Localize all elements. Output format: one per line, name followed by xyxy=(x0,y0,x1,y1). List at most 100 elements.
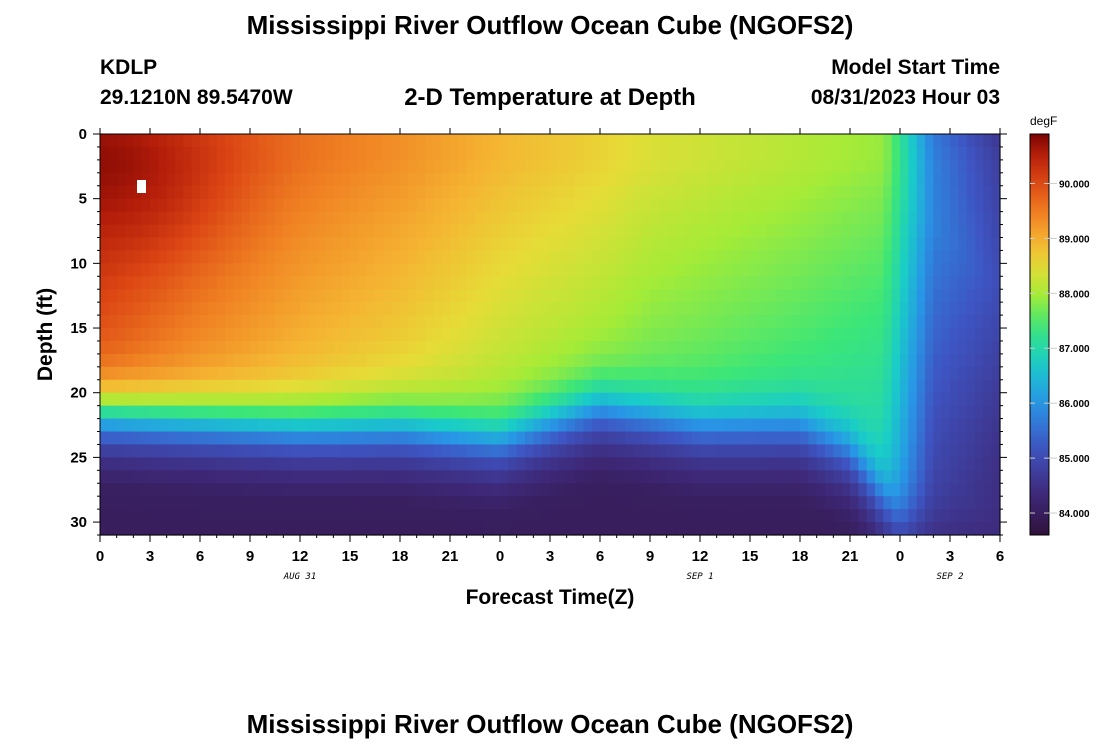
heatmap-cell xyxy=(925,302,934,316)
heatmap-cell xyxy=(325,353,334,368)
heatmap-cell xyxy=(550,353,559,368)
heatmap-cell xyxy=(325,379,334,394)
heatmap-cell xyxy=(691,444,701,458)
heatmap-cell xyxy=(275,405,284,420)
heatmap-cell xyxy=(825,224,834,239)
heatmap-cell xyxy=(125,444,134,458)
heatmap-cell xyxy=(483,366,493,381)
heatmap-cell xyxy=(300,185,309,200)
heatmap-cell xyxy=(191,172,201,187)
model-start-label: Model Start Time xyxy=(831,56,1000,79)
heatmap-cell xyxy=(533,444,543,458)
heatmap-cell xyxy=(750,146,759,161)
heatmap-cell xyxy=(708,470,718,484)
heatmap-cell xyxy=(791,340,801,355)
heatmap-cell xyxy=(725,496,734,510)
heatmap-cell xyxy=(225,224,234,239)
heatmap-cell xyxy=(583,418,593,433)
heatmap-cell xyxy=(850,289,859,303)
heatmap-cell xyxy=(241,379,251,394)
heatmap-cell xyxy=(916,392,926,407)
heatmap-cell xyxy=(691,172,701,187)
heatmap-cell xyxy=(441,444,451,458)
heatmap-cell xyxy=(941,431,951,446)
heatmap-cell xyxy=(808,224,818,239)
heatmap-cell xyxy=(750,340,759,355)
heatmap-cell xyxy=(283,172,293,187)
heatmap-cell xyxy=(708,328,718,342)
heatmap-cell xyxy=(783,444,793,458)
heatmap-cell xyxy=(891,509,901,523)
heatmap-cell xyxy=(258,392,268,407)
heatmap-cell xyxy=(875,237,884,252)
heatmap-cell xyxy=(616,198,626,213)
heatmap-cell xyxy=(533,185,543,200)
heatmap-cell xyxy=(683,134,693,148)
heatmap-cell xyxy=(566,366,576,381)
heatmap-cell xyxy=(983,198,993,213)
heatmap-cell xyxy=(916,353,926,368)
heatmap-cell xyxy=(683,392,693,407)
heatmap-cell xyxy=(966,237,976,252)
heatmap-cell xyxy=(933,353,943,368)
heatmap-cell xyxy=(141,509,151,523)
heatmap-cell xyxy=(358,431,368,446)
heatmap-cell xyxy=(633,353,643,368)
colorbar-gradient xyxy=(1029,133,1050,536)
heatmap-cell xyxy=(241,496,251,510)
heatmap-cell xyxy=(358,159,368,174)
heatmap-cell xyxy=(591,250,601,264)
heatmap-cell xyxy=(533,509,543,523)
heatmap-cell xyxy=(741,457,751,471)
heatmap-cell xyxy=(233,211,243,226)
heatmap-cell xyxy=(308,250,318,264)
heatmap-cell xyxy=(183,353,193,368)
heatmap-cell xyxy=(466,496,476,510)
heatmap-cell xyxy=(483,289,493,303)
heatmap-cell xyxy=(125,418,134,433)
heatmap-cell xyxy=(900,470,909,484)
heatmap-cell xyxy=(700,444,709,458)
heatmap-cell xyxy=(475,237,484,252)
heatmap-cell xyxy=(883,134,893,148)
heatmap-cell xyxy=(283,159,293,174)
heatmap-cell xyxy=(708,509,718,523)
heatmap-cell xyxy=(158,431,168,446)
heatmap-cell xyxy=(383,444,393,458)
heatmap-cell xyxy=(300,392,309,407)
heatmap-cell xyxy=(241,340,251,355)
heatmap-cell xyxy=(308,172,318,187)
heatmap-cell xyxy=(733,263,743,277)
heatmap-cell xyxy=(875,457,884,471)
heatmap-cell xyxy=(100,457,109,471)
heatmap-cell xyxy=(850,496,859,510)
heatmap-cell xyxy=(766,250,776,264)
heatmap-cell xyxy=(266,457,276,471)
heatmap-cell xyxy=(116,263,126,277)
heatmap-cell xyxy=(900,146,909,161)
heatmap-cell xyxy=(825,185,834,200)
heatmap-cell xyxy=(125,353,134,368)
heatmap-cell xyxy=(800,470,809,484)
heatmap-cell xyxy=(375,250,384,264)
heatmap-cell xyxy=(925,509,934,523)
heatmap-cell xyxy=(841,405,851,420)
heatmap-cell xyxy=(141,366,151,381)
heatmap-cell xyxy=(375,185,384,200)
heatmap-cell xyxy=(241,159,251,174)
heatmap-cell xyxy=(425,211,434,226)
heatmap-cell xyxy=(250,263,259,277)
heatmap-cell xyxy=(925,457,934,471)
heatmap-cell xyxy=(758,263,768,277)
heatmap-cell xyxy=(866,328,876,342)
heatmap-cell xyxy=(350,522,359,536)
heatmap-cell xyxy=(850,470,859,484)
heatmap-cell xyxy=(341,392,351,407)
heatmap-cell xyxy=(516,522,526,536)
heatmap-cell xyxy=(183,457,193,471)
heatmap-cell xyxy=(366,263,376,277)
heatmap-cell xyxy=(925,146,934,161)
heatmap-cell xyxy=(583,315,593,329)
heatmap-cell xyxy=(450,496,459,510)
heatmap-cell xyxy=(116,379,126,394)
